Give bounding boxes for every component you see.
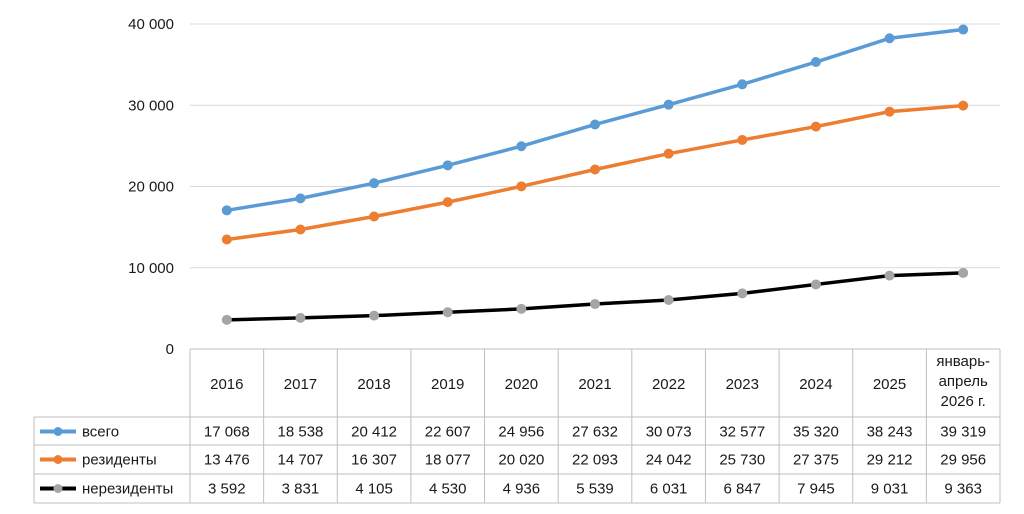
- series-name-label: всего: [82, 424, 119, 441]
- table-cell: 3 592: [208, 481, 246, 498]
- x-tick-label: 2025: [873, 376, 906, 393]
- table-cell: 22 093: [572, 452, 618, 469]
- data-point: [369, 211, 380, 222]
- table-cell: 6 031: [650, 481, 688, 498]
- data-point: [442, 307, 453, 318]
- table-cell: 29 212: [867, 452, 913, 469]
- series-name-label: резиденты: [82, 452, 157, 469]
- x-tick-label-line: апрель: [939, 373, 988, 390]
- table-cell: 18 538: [278, 424, 324, 441]
- table-cell: 27 375: [793, 452, 839, 469]
- table-cell: 9 363: [944, 481, 982, 498]
- data-point: [663, 294, 674, 305]
- table-cell: 29 956: [940, 452, 986, 469]
- legend-marker: [53, 427, 63, 436]
- table-cell: 3 831: [282, 481, 320, 498]
- x-tick-label: январь-апрель 2026 г.: [936, 353, 990, 410]
- table-cell: 20 412: [351, 424, 397, 441]
- x-tick-label: 2023: [726, 376, 759, 393]
- data-point: [737, 288, 748, 299]
- table-cell: 22 607: [425, 424, 471, 441]
- series-lines: [225, 27, 965, 322]
- x-tick-label: 2021: [578, 376, 611, 393]
- table-cell: 7 945: [797, 481, 835, 498]
- table-cell: 6 847: [723, 481, 761, 498]
- legend-marker: [53, 484, 63, 493]
- data-point: [663, 148, 674, 159]
- data-point: [295, 224, 306, 235]
- x-tick-label: 2020: [505, 376, 538, 393]
- data-point: [221, 205, 232, 216]
- x-tick-label: 2017: [284, 376, 317, 393]
- table-cell: 18 077: [425, 452, 471, 469]
- table-cell: 39 319: [940, 424, 986, 441]
- data-point: [884, 106, 895, 117]
- data-point: [590, 164, 600, 175]
- y-tick-label: 0: [166, 341, 174, 358]
- data-point: [884, 33, 895, 44]
- data-point: [516, 141, 527, 152]
- series-markers: [221, 24, 969, 325]
- data-point: [221, 314, 232, 325]
- data-point: [810, 57, 821, 68]
- table-cell: 9 031: [871, 481, 909, 498]
- data-point: [369, 310, 380, 321]
- data-point: [737, 134, 748, 145]
- y-tick-label: 20 000: [128, 179, 174, 196]
- data-point: [884, 270, 895, 281]
- gridlines: [190, 23, 1000, 269]
- data-point: [958, 24, 969, 35]
- x-tick-label-line: январь-: [936, 353, 990, 370]
- series-line-нерезиденты: [225, 271, 965, 322]
- data-point: [958, 267, 969, 278]
- data-point: [369, 178, 380, 189]
- table-cell: 38 243: [867, 424, 913, 441]
- data-point: [810, 121, 821, 132]
- table-cell: 35 320: [793, 424, 839, 441]
- data-point: [221, 234, 232, 245]
- table-cell: 16 307: [351, 452, 397, 469]
- data-point: [958, 100, 969, 111]
- data-table: 2016 2017 2018 2019 2020 2021 2022 2023 2024 2025…: [33, 348, 1001, 504]
- x-tick-label-line: 2026 г.: [941, 393, 986, 410]
- table-cell: 30 073: [646, 424, 692, 441]
- data-point: [295, 312, 306, 323]
- table-cell: 24 956: [498, 424, 544, 441]
- table-cell: 4 936: [503, 481, 541, 498]
- table-cell: 27 632: [572, 424, 618, 441]
- table-cell: 4 530: [429, 481, 467, 498]
- series-name-label: нерезиденты: [82, 481, 173, 498]
- table-cell: 5 539: [576, 481, 614, 498]
- data-point: [295, 193, 306, 204]
- y-axis-ticks: 0 10 000 20 000 30 000 40 000: [128, 16, 174, 358]
- data-point: [516, 181, 527, 192]
- x-tick-label: 2019: [431, 376, 464, 393]
- table-cell: 32 577: [719, 424, 765, 441]
- table-cell: 4 105: [355, 481, 393, 498]
- y-tick-label: 10 000: [128, 260, 174, 277]
- legend-marker: [53, 455, 63, 464]
- table-cell: 20 020: [498, 452, 544, 469]
- data-point: [442, 160, 453, 171]
- data-point: [516, 303, 527, 314]
- table-cell: 14 707: [278, 452, 324, 469]
- table-cell: 24 042: [646, 452, 692, 469]
- table-cell: 25 730: [719, 452, 765, 469]
- y-tick-label: 40 000: [128, 16, 174, 33]
- x-tick-label: 2016: [210, 376, 243, 393]
- data-point: [810, 279, 821, 290]
- x-tick-label: 2022: [652, 376, 685, 393]
- data-point: [737, 79, 748, 90]
- data-point: [590, 119, 600, 130]
- data-point: [663, 99, 674, 110]
- data-point: [590, 298, 600, 309]
- x-tick-label: 2018: [357, 376, 390, 393]
- y-tick-label: 30 000: [128, 97, 174, 114]
- data-point: [442, 197, 453, 208]
- table-cell: 17 068: [204, 424, 250, 441]
- table-cell: 13 476: [204, 452, 250, 469]
- x-tick-label: 2024: [799, 376, 832, 393]
